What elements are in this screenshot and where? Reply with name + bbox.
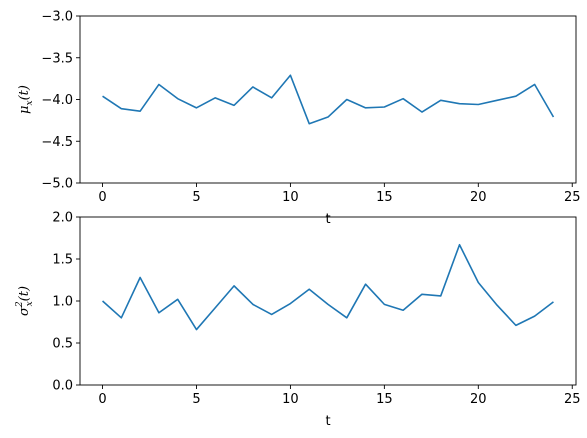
y-tick-label: 2.0 [52, 211, 73, 226]
x-tick-label: 20 [470, 190, 487, 205]
y-tick-label: 1.5 [52, 253, 73, 268]
x-tick-label: 15 [376, 392, 393, 407]
y-tick-label: −3.0 [41, 10, 73, 25]
x-tick-label: 5 [192, 190, 200, 205]
top-panel-mu: 0 5 10 15 20 25 −5.0 −4.5 −4.0 −3.5 −3.0 t μx(t) [17, 10, 581, 228]
x-tick-label: 5 [192, 392, 200, 407]
y-axis-label: μx(t) [17, 85, 35, 114]
y-tick-label: −4.5 [41, 135, 73, 150]
y-tick-label: −3.5 [41, 51, 73, 66]
x-tick-label: 0 [98, 190, 106, 205]
x-tick-label: 20 [470, 392, 487, 407]
y-tick-label: 0.0 [52, 379, 73, 394]
series-line [102, 243, 554, 331]
series-line [102, 74, 555, 125]
x-tick-label: 10 [282, 190, 299, 205]
y-tick-label: −4.0 [41, 93, 73, 108]
x-tick-label: 25 [564, 392, 581, 407]
y-axis-label: σ2x(t) [15, 286, 35, 316]
x-axis-label: t [325, 414, 330, 429]
x-tick-label: 0 [98, 392, 106, 407]
bottom-panel-sigma2: 0 5 10 15 20 25 0.0 0.5 1.0 1.5 2.0 t σ2x(t) [15, 211, 581, 430]
y-tick-label: 1.0 [52, 295, 73, 310]
x-tick-label: 10 [282, 392, 299, 407]
x-tick-label: 25 [564, 190, 581, 205]
x-axis-label: t [325, 212, 330, 227]
y-tick-label: −5.0 [41, 177, 73, 192]
x-tick-label: 15 [376, 190, 393, 205]
y-tick-label: 0.5 [52, 337, 73, 352]
